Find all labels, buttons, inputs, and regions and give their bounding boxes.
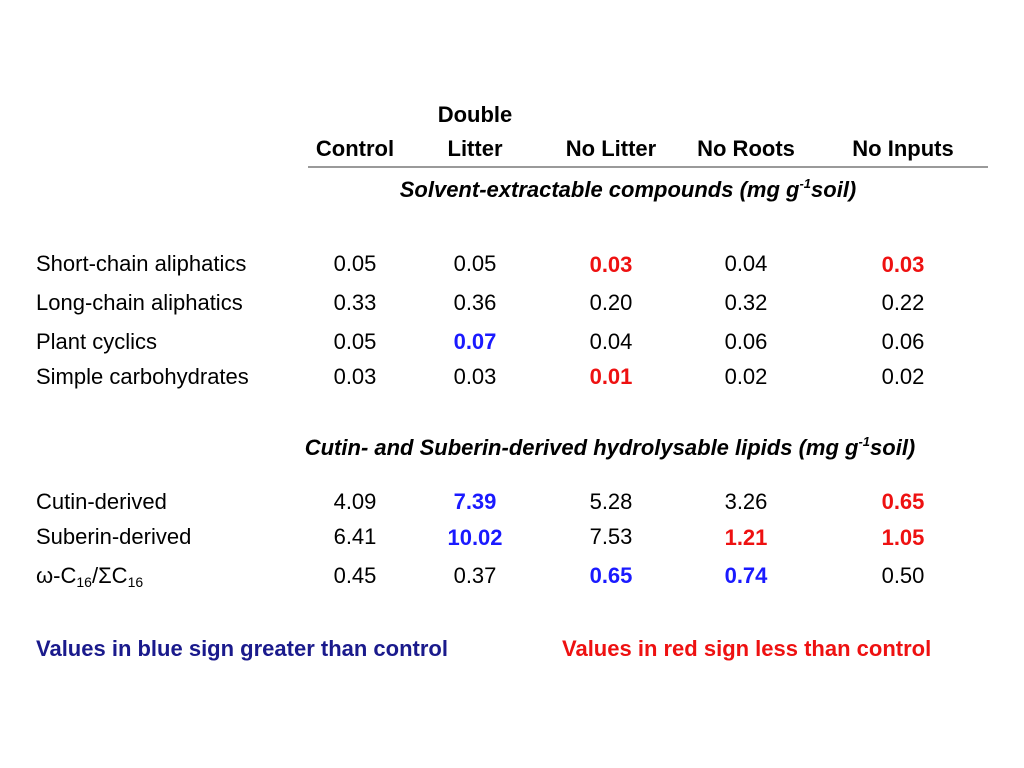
row-label-simple-carbs: Simple carbohydrates	[36, 364, 249, 389]
cell-long-chain-double-litter: 0.36	[453, 290, 497, 315]
header-double: Double	[437, 102, 513, 127]
legend-blue: Values in blue sign greater than control	[36, 636, 448, 661]
cell-cutin-no-litter: 5.28	[589, 489, 633, 514]
row-label-plant-cyclics: Plant cyclics	[36, 329, 158, 354]
cell-plant-cyclics-double-litter: 0.07	[453, 329, 497, 354]
cell-short-chain-no-inputs: 0.03	[881, 252, 925, 277]
cell-suberin-control: 6.41	[333, 524, 377, 549]
cell-simple-carbs-double-litter: 0.03	[453, 364, 497, 389]
header-no-litter: No Litter	[565, 136, 657, 161]
cell-ratio-control: 0.45	[333, 563, 377, 588]
header-rule	[308, 166, 988, 168]
cell-simple-carbs-control: 0.03	[333, 364, 377, 389]
section-title-solvent: Solvent-extractable compounds (mg g-1soi…	[399, 176, 857, 202]
header-no-inputs: No Inputs	[852, 136, 954, 161]
section-title-hydrolysable: Cutin- and Suberin-derived hydrolysable …	[304, 434, 916, 460]
cell-long-chain-control: 0.33	[333, 290, 377, 315]
cell-simple-carbs-no-litter: 0.01	[589, 364, 633, 389]
header-no-roots: No Roots	[697, 136, 795, 161]
cell-simple-carbs-no-roots: 0.02	[724, 364, 768, 389]
cell-cutin-double-litter: 7.39	[453, 489, 497, 514]
cell-cutin-control: 4.09	[333, 489, 377, 514]
row-label-suberin: Suberin-derived	[36, 524, 192, 549]
cell-cutin-no-inputs: 0.65	[881, 489, 925, 514]
cell-suberin-double-litter: 10.02	[447, 525, 503, 550]
cell-short-chain-no-roots: 0.04	[724, 251, 768, 276]
cell-simple-carbs-no-inputs: 0.02	[881, 364, 925, 389]
cell-long-chain-no-inputs: 0.22	[881, 290, 925, 315]
cell-ratio-no-litter: 0.65	[589, 563, 633, 588]
cell-suberin-no-inputs: 1.05	[881, 525, 925, 550]
row-label-ratio: ω-C16/ΣC16	[36, 563, 144, 590]
cell-plant-cyclics-no-litter: 0.04	[589, 329, 633, 354]
cell-long-chain-no-litter: 0.20	[589, 290, 633, 315]
cell-plant-cyclics-control: 0.05	[333, 329, 377, 354]
cell-suberin-no-litter: 7.53	[589, 524, 633, 549]
legend-red: Values in red sign less than control	[562, 636, 932, 661]
row-label-long-chain: Long-chain aliphatics	[36, 290, 243, 315]
cell-ratio-double-litter: 0.37	[453, 563, 497, 588]
cell-ratio-no-roots: 0.74	[724, 563, 768, 588]
cell-short-chain-no-litter: 0.03	[589, 252, 633, 277]
cell-plant-cyclics-no-roots: 0.06	[724, 329, 768, 354]
cell-plant-cyclics-no-inputs: 0.06	[881, 329, 925, 354]
cell-long-chain-no-roots: 0.32	[724, 290, 768, 315]
cell-short-chain-control: 0.05	[333, 251, 377, 276]
cell-short-chain-double-litter: 0.05	[453, 251, 497, 276]
cell-suberin-no-roots: 1.21	[724, 525, 768, 550]
header-control: Control	[315, 136, 395, 161]
row-label-short-chain: Short-chain aliphatics	[36, 251, 247, 276]
cell-cutin-no-roots: 3.26	[724, 489, 768, 514]
header-double-litter: Litter	[447, 136, 503, 161]
row-label-cutin: Cutin-derived	[36, 489, 167, 514]
cell-ratio-no-inputs: 0.50	[881, 563, 925, 588]
